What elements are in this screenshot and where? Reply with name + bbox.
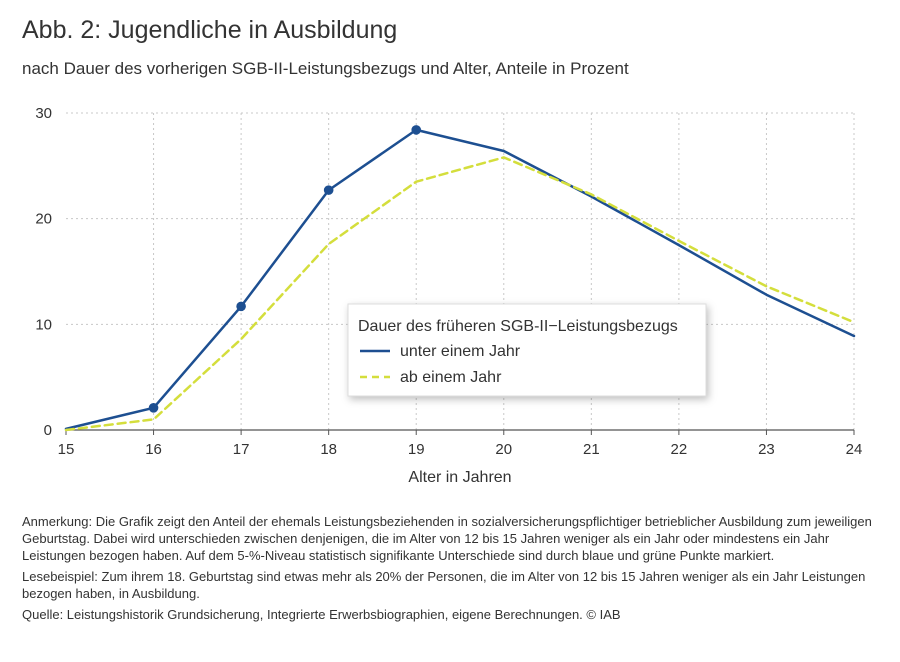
significance-point: [323, 185, 334, 195]
y-tick-label: 0: [44, 422, 52, 439]
y-tick-labels: 0 10 20 30: [35, 105, 52, 439]
chart-subtitle: nach Dauer des vorherigen SGB-II-Leistun…: [22, 59, 629, 78]
x-tick-label: 24: [846, 441, 863, 458]
legend-item-ab-einem-jahr: ab einem Jahr: [400, 369, 502, 386]
x-tick-label: 16: [145, 441, 162, 458]
chart-title: Abb. 2: Jugendliche in Ausbildung: [22, 16, 398, 44]
note-quelle: Quelle: Leistungshistorik Grundsicherung…: [22, 607, 621, 622]
series-lines: [64, 128, 856, 432]
legend-box: [347, 303, 707, 397]
line-chart: 15 16 17 18 19 20 21 22 23 24 0 10 20 30 Alter in Ja…: [35, 105, 863, 486]
note-anmerkung: Anmerkung: Die Grafik zeigt den Anteil d…: [22, 514, 872, 563]
x-tick-label: 17: [233, 441, 250, 458]
grid-lines: [66, 112, 855, 430]
x-tick-labels: 15 16 17 18 19 20 21 22 23 24: [58, 441, 863, 458]
x-tick-label: 20: [495, 441, 512, 458]
x-tick-label: 22: [671, 441, 688, 458]
legend: Dauer des früheren SGB-II−Leistungsbezug…: [347, 303, 707, 397]
significance-point: [411, 125, 422, 135]
axes: [65, 429, 855, 435]
series-line-0: [64, 128, 856, 431]
footnotes: Anmerkung: Die Grafik zeigt den Anteil d…: [22, 513, 882, 627]
legend-item-unter-einem-jahr: unter einem Jahr: [400, 343, 521, 360]
series-line-1: [64, 156, 856, 432]
y-tick-label: 20: [35, 211, 52, 228]
legend-title: Dauer des früheren SGB-II−Leistungsbezug…: [358, 318, 678, 335]
x-tick-label: 21: [583, 441, 600, 458]
significance-markers: [148, 125, 422, 413]
x-tick-label: 18: [320, 441, 337, 458]
note-lesebeispiel: Lesebeispiel: Zum ihrem 18. Geburtstag s…: [22, 569, 866, 601]
y-tick-label: 10: [35, 316, 52, 333]
significance-point: [148, 403, 159, 413]
x-tick-label: 19: [408, 441, 425, 458]
y-tick-label: 30: [35, 105, 52, 122]
x-tick-label: 15: [58, 441, 75, 458]
significance-point: [236, 301, 246, 312]
x-tick-label: 23: [758, 441, 775, 458]
x-axis-label: Alter in Jahren: [408, 469, 511, 486]
